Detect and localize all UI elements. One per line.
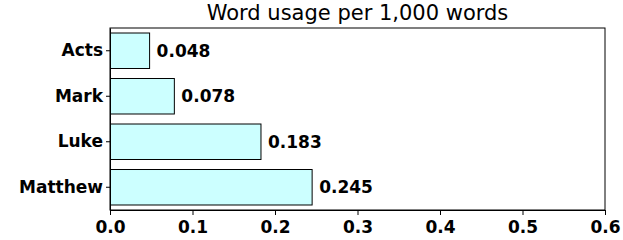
x-tick: 0.4 <box>425 210 455 237</box>
data-label: 0.078 <box>181 86 235 106</box>
x-tick-mark <box>440 210 441 215</box>
x-tick-mark <box>358 210 359 215</box>
x-tick: 0.6 <box>590 210 620 237</box>
bar <box>110 79 174 114</box>
chart: 0.0 0.1 0.2 0.3 0.4 0.5 0.6 Acts Mark Luke Matthew… <box>0 0 623 240</box>
y-axis: Acts Mark Luke Matthew <box>19 29 110 211</box>
x-tick-mark <box>193 210 194 215</box>
x-tick-mark <box>523 210 524 215</box>
y-tick: Luke <box>58 131 110 151</box>
x-tick-label: 0.6 <box>590 217 620 237</box>
y-tick-label: Acts <box>62 40 103 60</box>
chart-title: Word usage per 1,000 words <box>207 1 509 25</box>
y-tick-mark <box>106 96 110 97</box>
x-tick-label: 0.4 <box>425 217 455 237</box>
x-tick-mark <box>275 210 276 215</box>
y-tick-mark <box>106 187 110 188</box>
data-label: 0.183 <box>268 132 322 152</box>
y-tick-label: Luke <box>58 131 103 151</box>
x-tick: 0.1 <box>178 210 208 237</box>
y-tick: Matthew <box>19 177 110 197</box>
y-tick-label: Matthew <box>19 177 103 197</box>
y-tick: Mark <box>55 86 110 106</box>
x-tick-label: 0.1 <box>178 217 208 237</box>
plot: 0.0 0.1 0.2 0.3 0.4 0.5 0.6 Acts Mark Luke Matthew… <box>19 28 621 237</box>
y-tick-mark <box>106 141 110 142</box>
x-tick-label: 0.2 <box>260 217 290 237</box>
y-tick: Acts <box>62 40 110 60</box>
x-tick: 0.5 <box>508 210 538 237</box>
y-tick-mark <box>106 50 110 51</box>
y-axis-line <box>110 29 111 211</box>
x-tick: 0.0 <box>95 210 125 237</box>
x-tick: 0.3 <box>343 210 373 237</box>
x-tick-mark <box>605 210 606 215</box>
x-tick-mark <box>110 210 111 215</box>
x-tick: 0.2 <box>260 210 290 237</box>
x-axis: 0.0 0.1 0.2 0.3 0.4 0.5 0.6 <box>95 210 620 237</box>
x-tick-label: 0.3 <box>343 217 373 237</box>
bar <box>110 170 312 205</box>
bar <box>110 124 261 159</box>
bars <box>110 33 312 205</box>
data-labels: 0.048 0.078 0.183 0.245 <box>157 41 373 198</box>
x-tick-label: 0.5 <box>508 217 538 237</box>
data-label: 0.048 <box>157 41 211 61</box>
x-tick-label: 0.0 <box>95 217 125 237</box>
plot-frame <box>110 28 605 210</box>
y-tick-label: Mark <box>55 86 104 106</box>
bar <box>110 33 150 68</box>
data-label: 0.245 <box>319 177 373 197</box>
